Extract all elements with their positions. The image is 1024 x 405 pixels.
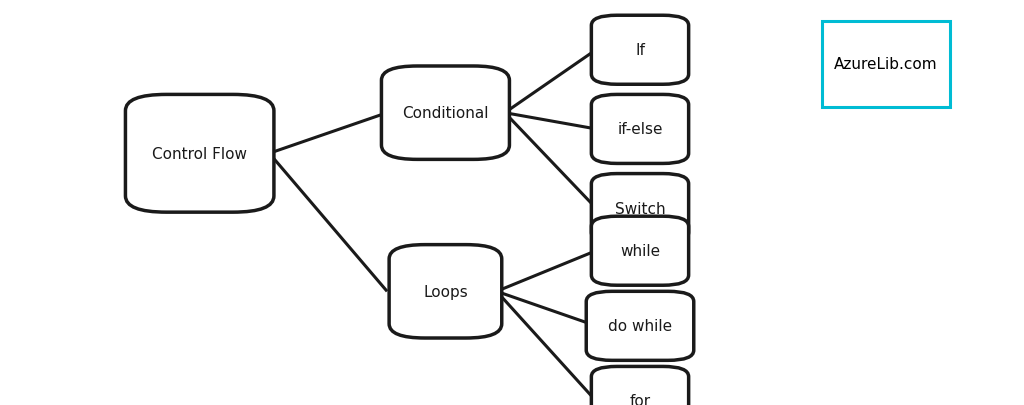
FancyBboxPatch shape (586, 292, 694, 360)
FancyBboxPatch shape (592, 367, 688, 405)
FancyBboxPatch shape (821, 22, 950, 107)
FancyBboxPatch shape (592, 16, 688, 85)
FancyBboxPatch shape (592, 217, 688, 286)
Text: AzureLib.com: AzureLib.com (834, 58, 938, 72)
Text: If: If (635, 43, 645, 58)
Text: Loops: Loops (423, 284, 468, 299)
Text: do while: do while (608, 319, 672, 333)
Text: for: for (630, 394, 650, 405)
Text: if-else: if-else (617, 122, 663, 137)
FancyBboxPatch shape (592, 95, 688, 164)
Text: Conditional: Conditional (402, 106, 488, 121)
FancyBboxPatch shape (389, 245, 502, 338)
FancyBboxPatch shape (125, 95, 274, 213)
FancyBboxPatch shape (592, 174, 688, 243)
Text: Switch: Switch (614, 201, 666, 216)
FancyBboxPatch shape (381, 67, 510, 160)
Text: Control Flow: Control Flow (153, 147, 247, 161)
Text: while: while (620, 244, 660, 258)
